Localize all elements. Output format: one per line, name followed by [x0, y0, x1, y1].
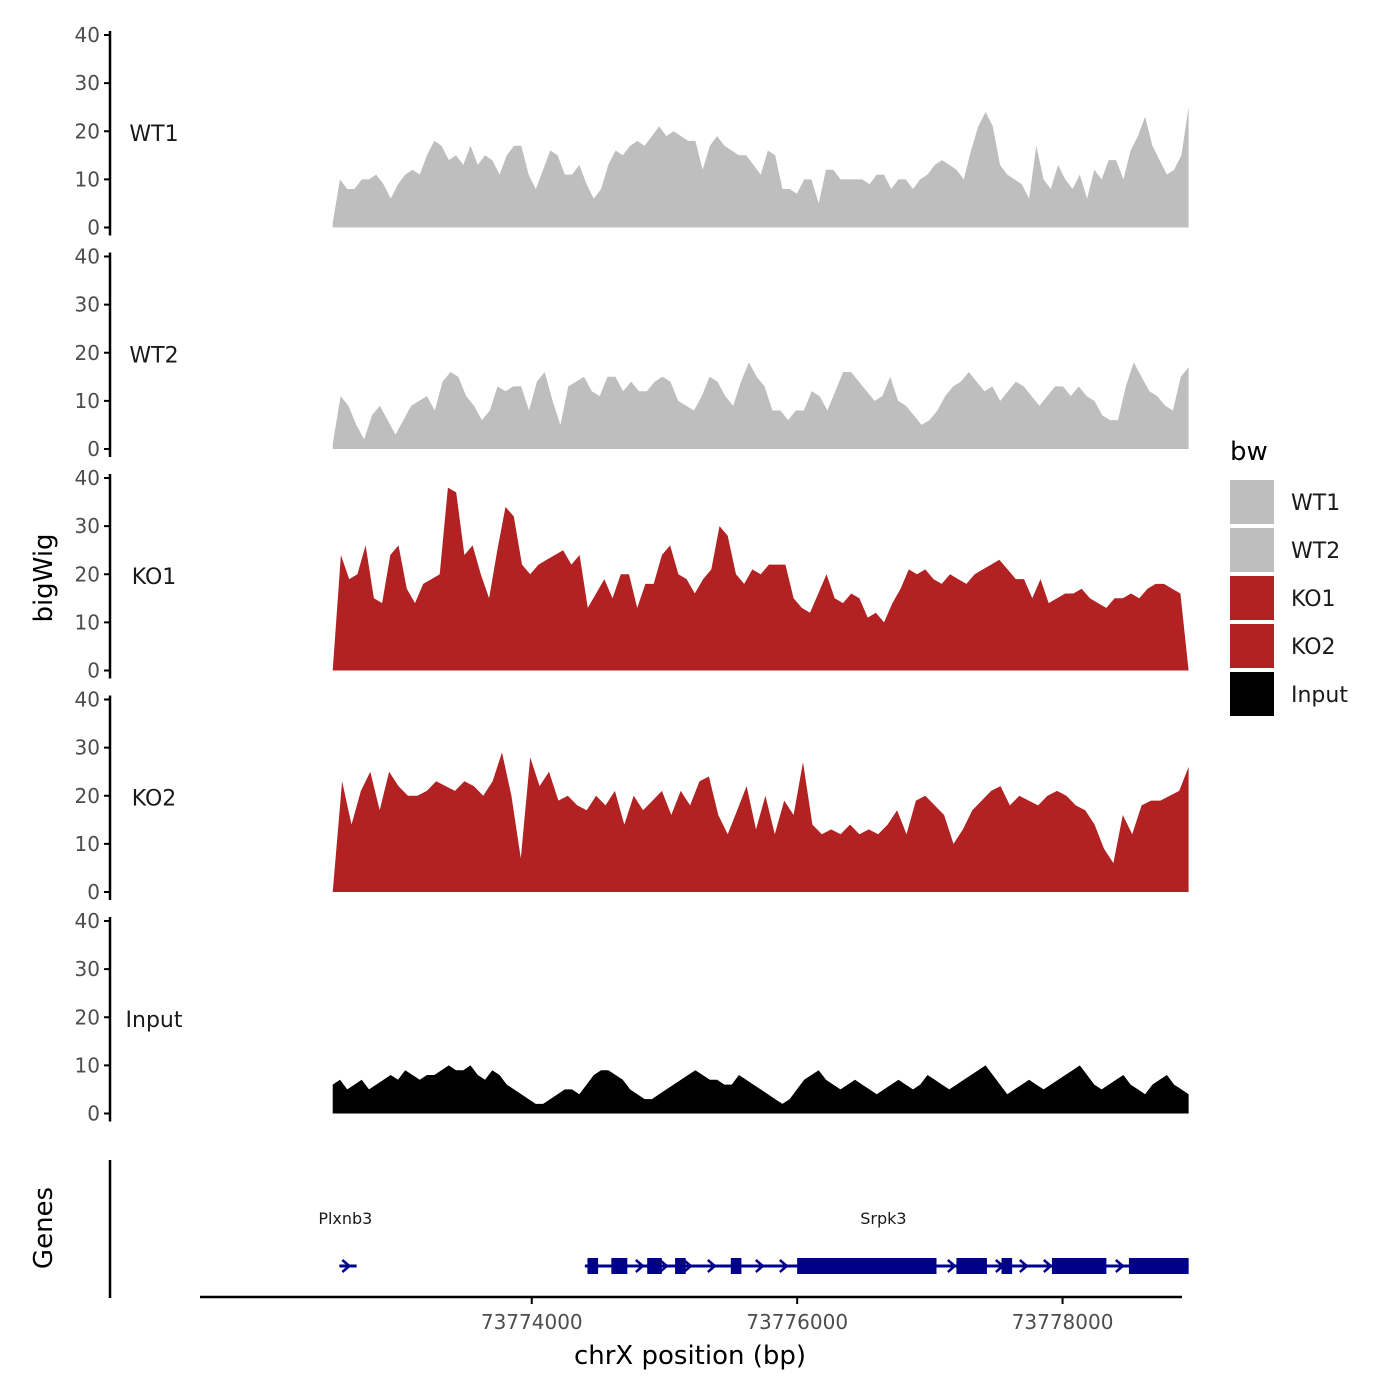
y-tick-label: 10: [75, 610, 100, 634]
legend-swatch: [1230, 480, 1274, 524]
y-tick-label: 30: [75, 514, 100, 538]
area-wt2: [332, 362, 1189, 449]
track-wt2: 0 10 20 30 40 WT2: [75, 245, 1189, 461]
legend-swatch: [1230, 672, 1274, 716]
y-tick-label: 10: [75, 832, 100, 856]
legend-swatch: [1230, 624, 1274, 668]
y-tick-label: 10: [75, 389, 100, 413]
y-tick-label: 20: [75, 341, 100, 365]
exon: [1128, 1258, 1189, 1274]
legend-item-ko2: KO2: [1230, 624, 1336, 668]
exon: [611, 1258, 628, 1274]
y-tick-label: 20: [75, 562, 100, 586]
strand-arrow: [707, 1259, 717, 1273]
y-tick-label: 0: [87, 437, 100, 461]
y-tick-label: 0: [87, 659, 100, 683]
track-ko2: 0 10 20 30 40 KO2: [75, 688, 1189, 904]
gene-label: Plxnb3: [318, 1209, 372, 1228]
strand-arrow: [1043, 1259, 1053, 1273]
x-axis-title: chrX position (bp): [574, 1341, 806, 1371]
y-tick-label: 20: [75, 784, 100, 808]
y-tick-label: 40: [75, 23, 100, 47]
exon: [730, 1258, 742, 1274]
strand-arrow: [779, 1259, 789, 1273]
legend-item-wt1: WT1: [1230, 480, 1340, 524]
y-tick-label: 40: [75, 688, 100, 712]
y-tick-label: 40: [75, 245, 100, 269]
y-tick-label: 30: [75, 957, 100, 981]
legend-label: WT1: [1291, 491, 1340, 516]
exon: [587, 1258, 599, 1274]
track-label: WT1: [129, 122, 178, 147]
exon: [1051, 1258, 1107, 1274]
legend-swatch: [1230, 528, 1274, 572]
genes-track-title: Genes: [29, 1187, 59, 1269]
strand-arrow: [683, 1259, 693, 1273]
track-input: 0 10 20 30 40 Input: [75, 909, 1189, 1126]
area-ko2: [332, 752, 1189, 892]
x-axis: 73774000 73776000 73778000: [200, 1295, 1182, 1334]
track-ko1: 0 10 20 30 40 KO1: [75, 466, 1189, 683]
strand-arrow: [659, 1259, 669, 1273]
exon: [956, 1258, 987, 1274]
legend: bw WT1 WT2 KO1 KO2 Input: [1230, 437, 1348, 716]
y-tick-label: 0: [87, 1102, 100, 1126]
legend-item-input: Input: [1230, 672, 1348, 716]
strand-arrow: [1019, 1259, 1029, 1273]
y-tick-label: 20: [75, 1005, 100, 1029]
area-wt1: [332, 107, 1189, 228]
strand-arrow: [1115, 1259, 1125, 1273]
gene-plxnb3: Plxnb3: [318, 1209, 372, 1273]
area-input: [332, 1065, 1189, 1114]
track-wt1: 0 10 20 30 40 WT1: [75, 23, 1189, 240]
y-tick-label: 40: [75, 909, 100, 933]
gene-srpk3: Srpk3: [584, 1209, 1189, 1274]
exon: [797, 1258, 937, 1274]
legend-title: bw: [1230, 437, 1268, 467]
x-tick-label: 73778000: [1012, 1310, 1114, 1334]
area-ko1: [332, 487, 1189, 671]
gene-label: Srpk3: [860, 1209, 906, 1228]
strand-arrow: [341, 1259, 352, 1273]
exon: [1001, 1258, 1013, 1274]
strand-arrow: [947, 1259, 957, 1273]
y-tick-label: 0: [87, 880, 100, 904]
y-tick-label: 40: [75, 466, 100, 490]
y-tick-label: 10: [75, 1053, 100, 1077]
y-tick-label: 30: [75, 736, 100, 760]
legend-label: WT2: [1291, 539, 1340, 564]
x-tick-label: 73776000: [746, 1310, 848, 1334]
strand-arrow: [755, 1259, 765, 1273]
exon: [647, 1258, 662, 1274]
legend-item-wt2: WT2: [1230, 528, 1340, 572]
x-tick-label: 73774000: [481, 1310, 583, 1334]
y-axis-title: bigWig: [29, 533, 59, 622]
tracks: 0 10 20 30 40 WT1 0 10 20 30 40 WT2 0 10 20 30 40 KO1 0 10 2…: [75, 23, 1189, 1126]
track-label: WT2: [129, 344, 178, 369]
genes-track: Plxnb3 Srpk3: [108, 1160, 1189, 1298]
track-label: KO1: [132, 565, 177, 590]
track-label: Input: [126, 1008, 183, 1033]
strand-arrow: [635, 1259, 645, 1273]
y-tick-label: 0: [87, 216, 100, 240]
y-tick-label: 20: [75, 119, 100, 143]
legend-label: KO2: [1291, 635, 1336, 660]
legend-label: KO1: [1291, 587, 1336, 612]
y-tick-label: 30: [75, 293, 100, 317]
y-tick-label: 30: [75, 71, 100, 95]
exon: [675, 1258, 686, 1274]
legend-item-ko1: KO1: [1230, 576, 1336, 620]
y-tick-label: 10: [75, 167, 100, 191]
legend-swatch: [1230, 576, 1274, 620]
track-label: KO2: [132, 787, 177, 812]
legend-label: Input: [1291, 683, 1348, 708]
